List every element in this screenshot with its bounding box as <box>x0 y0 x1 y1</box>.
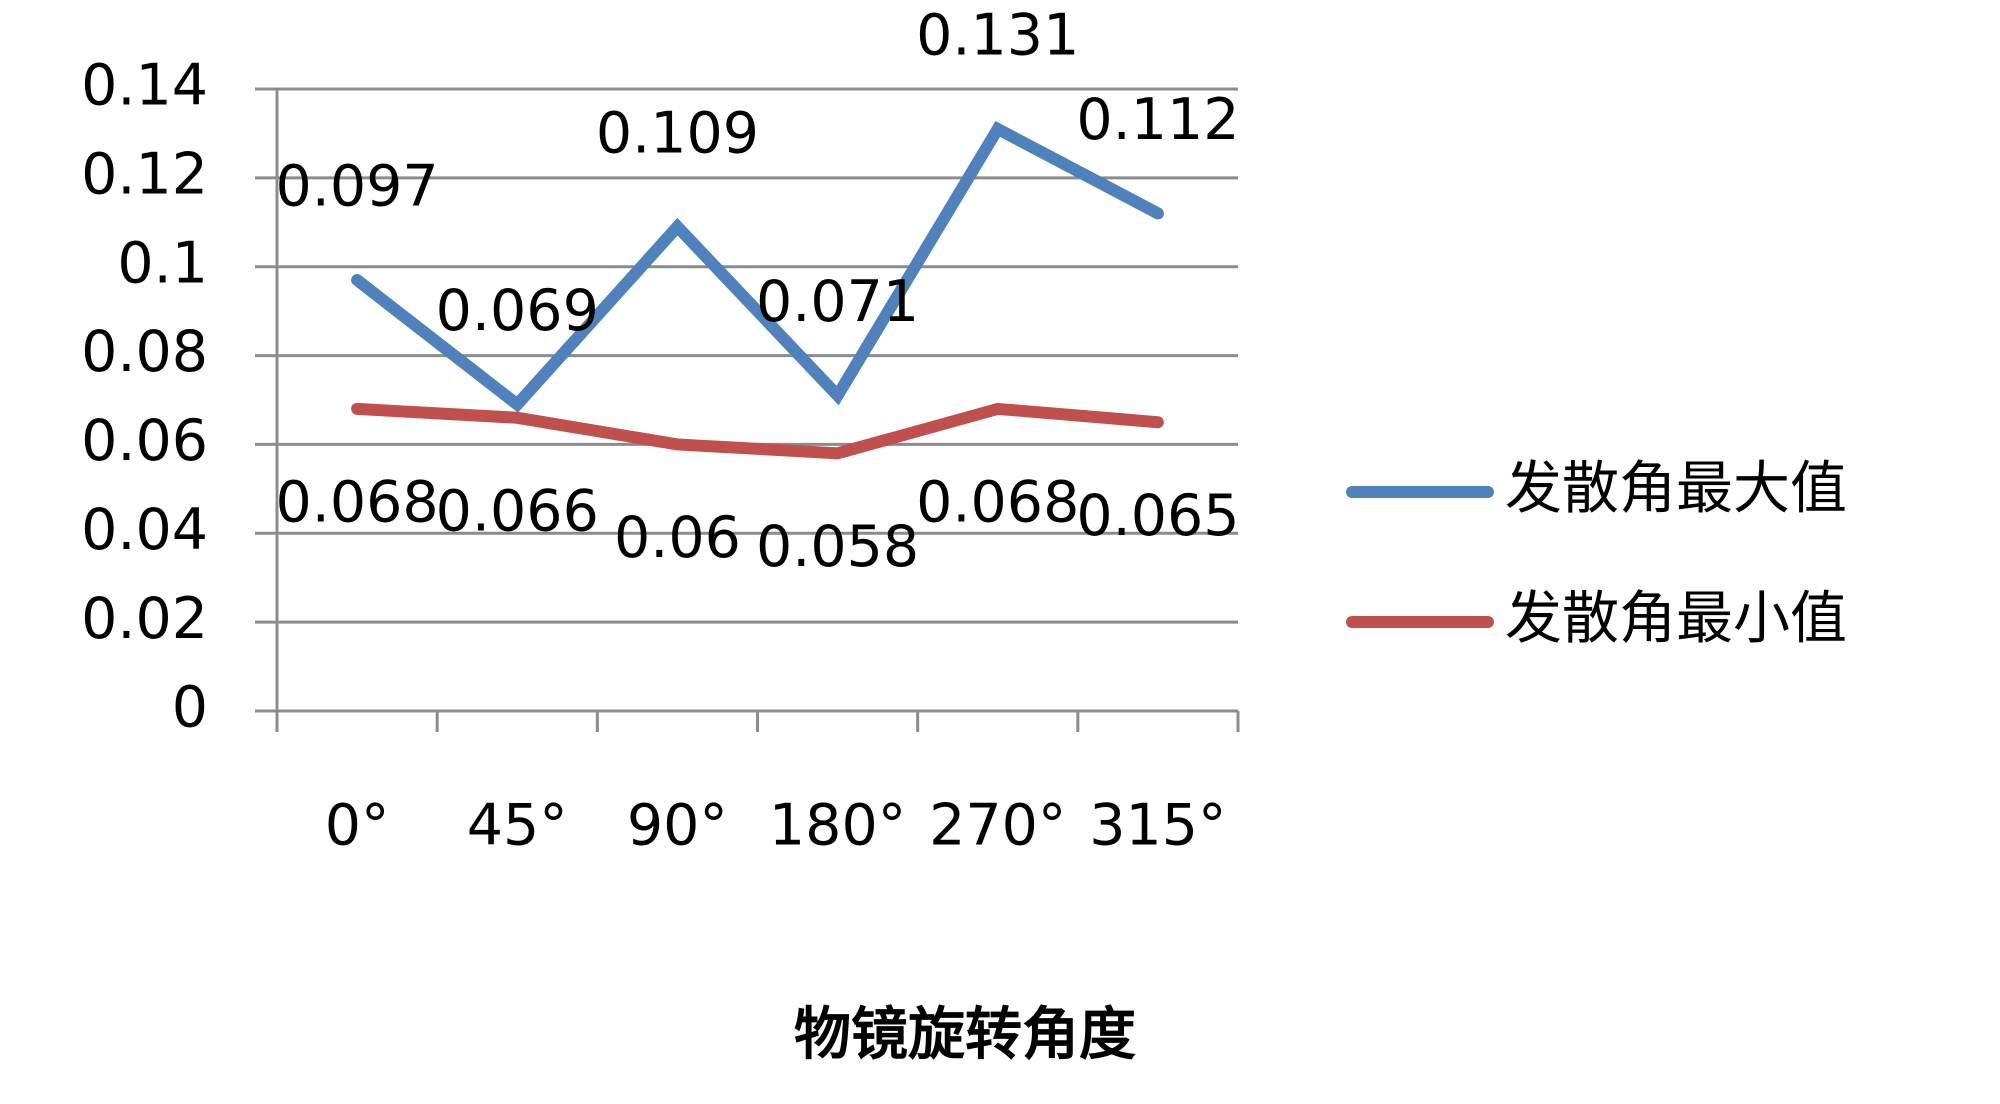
y-tick-label: 0 <box>172 675 208 741</box>
data-label: 0.069 <box>436 278 599 344</box>
data-label: 0.066 <box>436 478 599 544</box>
x-tick-label: 45° <box>467 793 568 859</box>
x-tick-label: 315° <box>1089 793 1226 859</box>
data-label: 0.071 <box>756 269 919 335</box>
data-label: 0.109 <box>596 100 759 166</box>
x-tick-label: 180° <box>769 793 906 859</box>
data-label: 0.06 <box>614 505 741 571</box>
x-axis-title: 物镜旋转角度 <box>794 1002 1136 1068</box>
x-tick-label: 90° <box>627 793 728 859</box>
legend-label: 发散角最大值 <box>1505 456 1847 522</box>
y-tick-label: 0.02 <box>81 586 208 652</box>
data-label: 0.112 <box>1076 87 1239 153</box>
y-tick-label: 0.08 <box>81 319 208 385</box>
series-line <box>351 121 1164 413</box>
legend-label: 发散角最小值 <box>1505 586 1847 652</box>
x-tick-label: 270° <box>929 793 1066 859</box>
y-tick-label: 0.04 <box>81 497 208 563</box>
data-label: 0.068 <box>916 470 1079 536</box>
data-label: 0.058 <box>756 514 919 580</box>
data-label: 0.068 <box>275 470 438 536</box>
x-tick-label: 0° <box>325 793 390 859</box>
series-line <box>351 402 1164 460</box>
data-label: 0.097 <box>275 154 438 220</box>
data-label: 0.131 <box>916 3 1079 69</box>
y-tick-label: 0.12 <box>81 141 208 207</box>
y-tick-label: 0.06 <box>81 408 208 474</box>
data-label: 0.065 <box>1076 483 1239 549</box>
y-tick-label: 0.14 <box>81 53 208 119</box>
y-tick-label: 0.1 <box>117 230 208 296</box>
